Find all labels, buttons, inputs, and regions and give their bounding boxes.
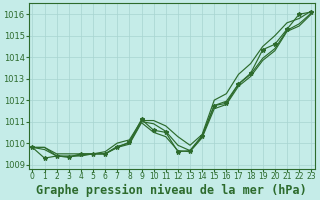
X-axis label: Graphe pression niveau de la mer (hPa): Graphe pression niveau de la mer (hPa) <box>36 183 307 197</box>
